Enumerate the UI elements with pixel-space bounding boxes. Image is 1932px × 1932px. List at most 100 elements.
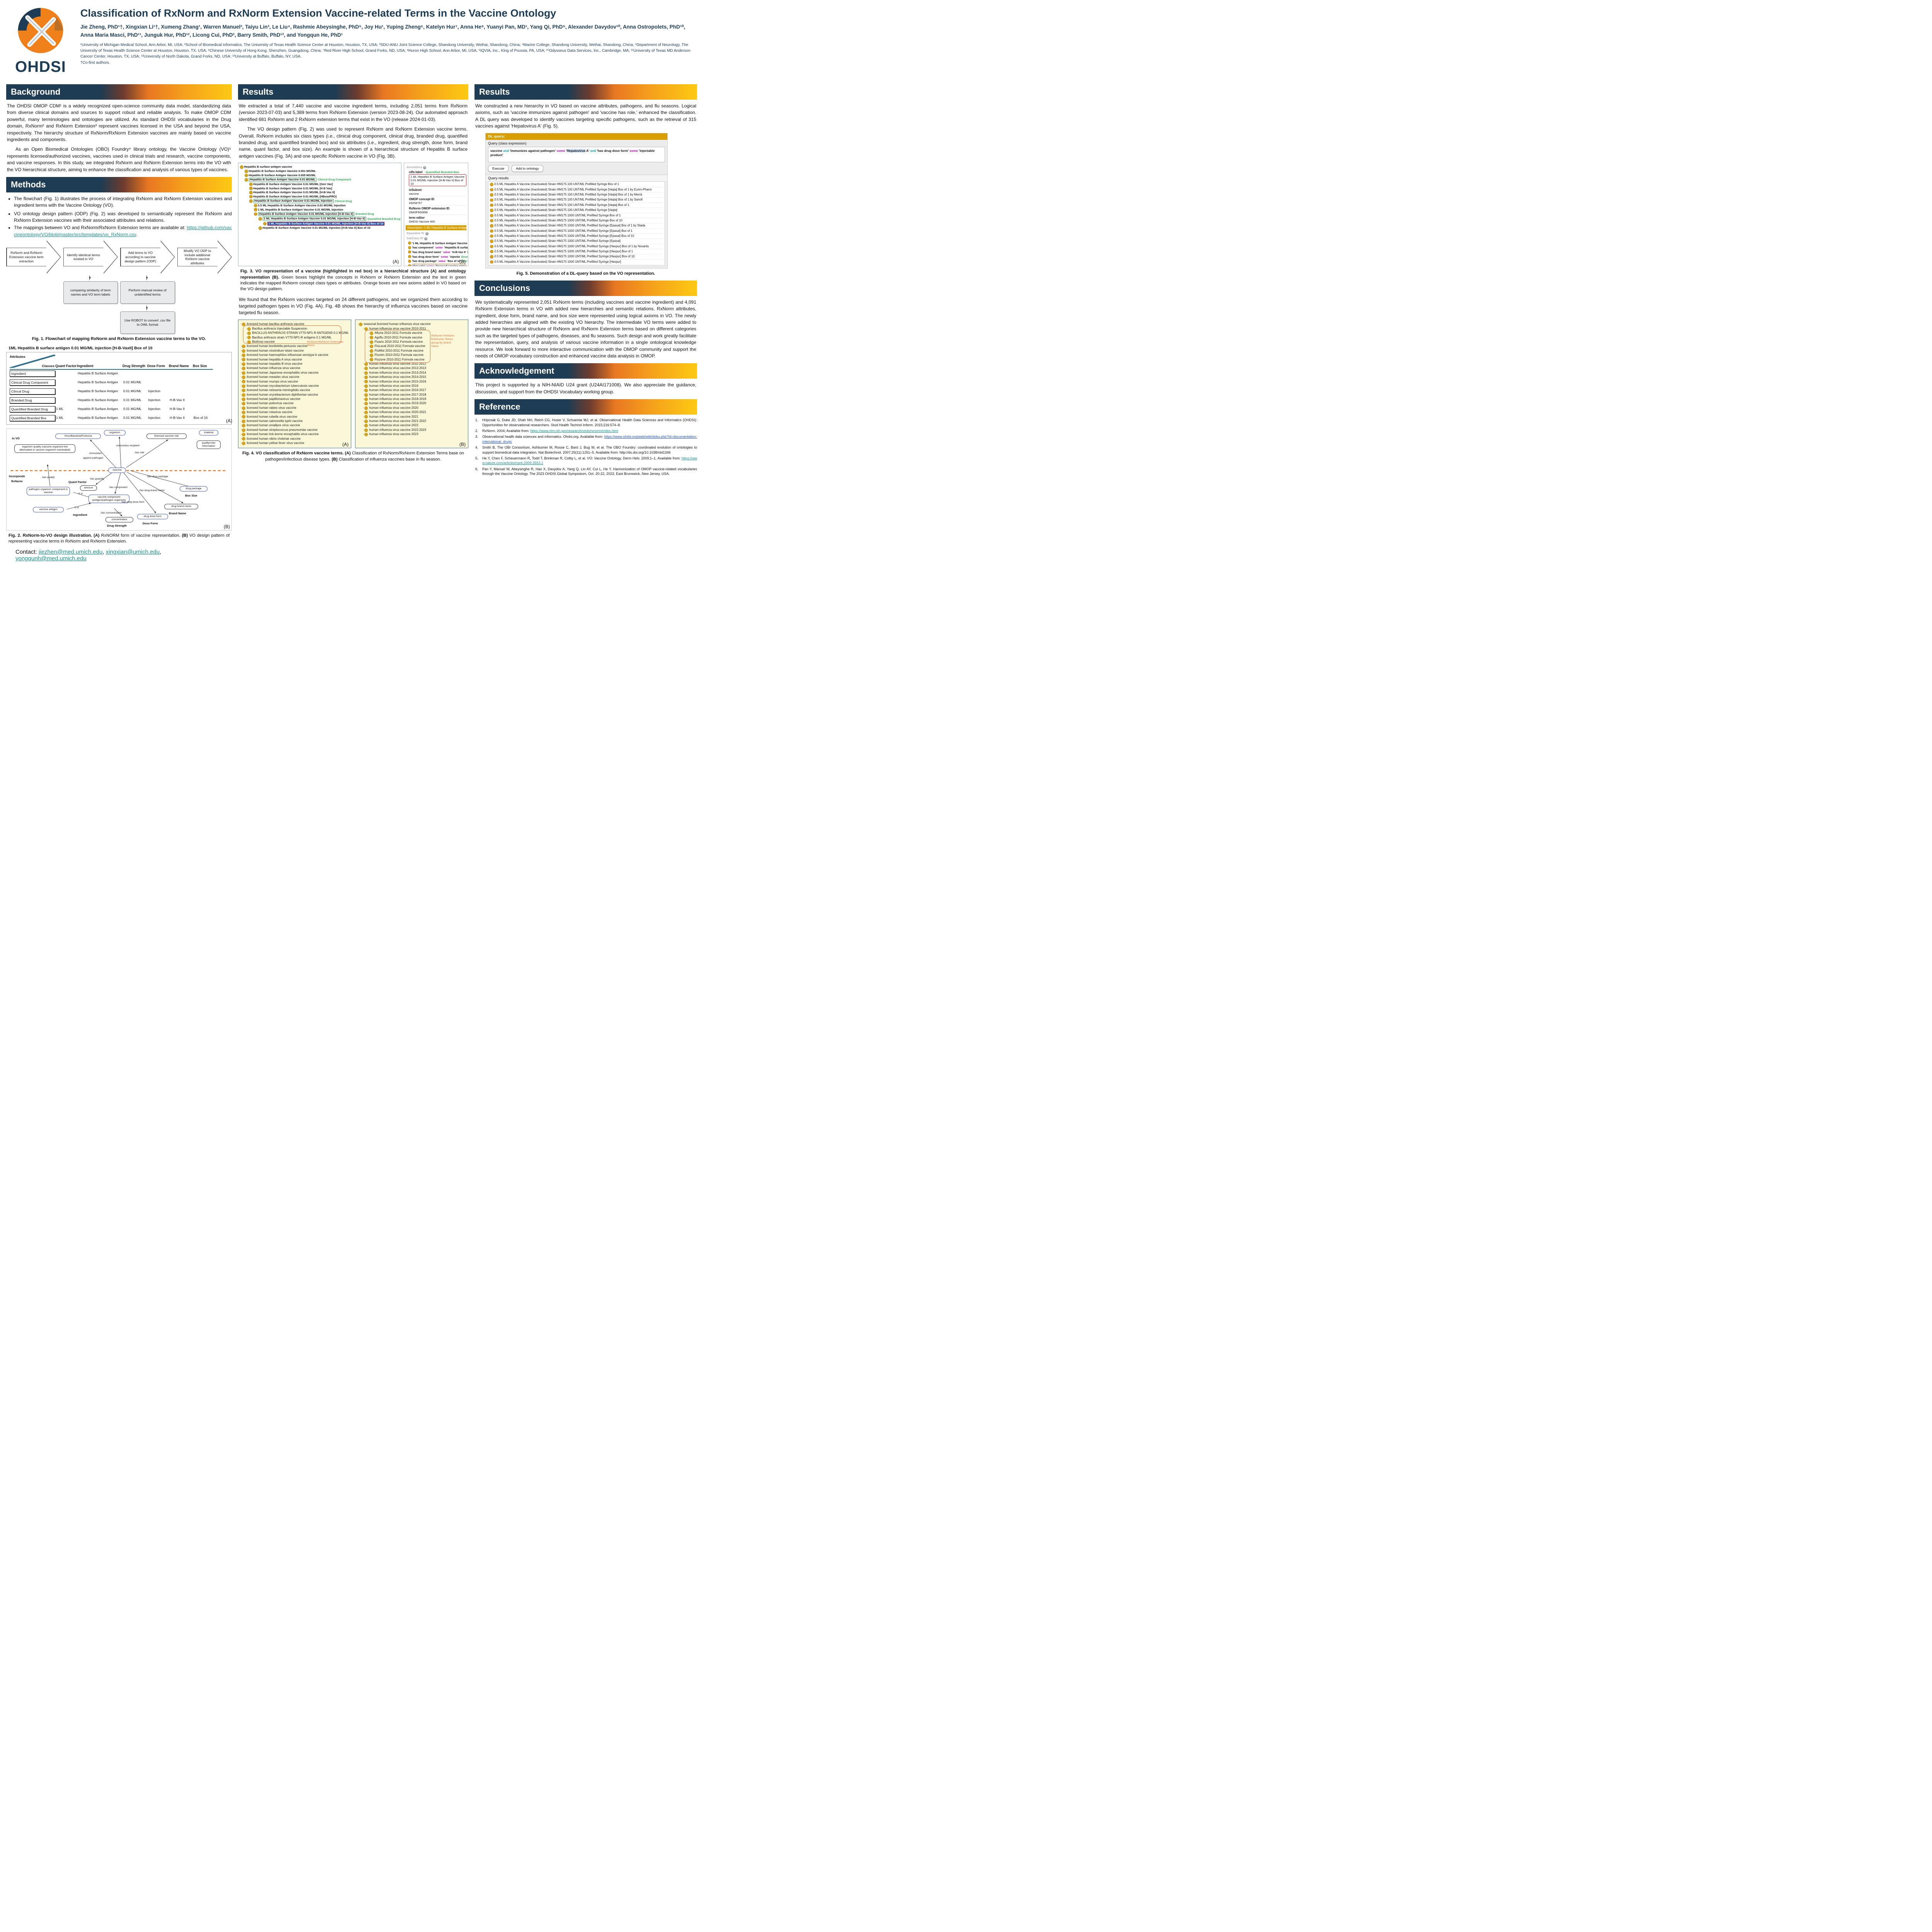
connector-down-icon: ▼ bbox=[120, 274, 175, 281]
query-result-row: 0.5 ML Hepatitis A Vaccine (Inactivated)… bbox=[490, 192, 663, 198]
reference-link[interactable]: https://www.ohdsi.org/web/wiki/doku.php?… bbox=[482, 435, 697, 444]
list-item: › licensed human bordetella pertussis va… bbox=[241, 345, 349, 349]
add-to-ontology-button[interactable]: Add to ontology bbox=[512, 165, 543, 172]
tree-label: Hepatitis B Surface Antigen Vaccine 0.01… bbox=[248, 178, 317, 182]
list-item: › licensed human haemophilus influenzae … bbox=[241, 354, 349, 357]
list-item-label: Fluzone 2010-2011 Formula vaccine bbox=[374, 357, 425, 361]
class-icon bbox=[242, 424, 246, 428]
fig2a-row-label: Ingredient bbox=[10, 371, 55, 377]
flowchart-arrow-step: Modify VO ODP to include additional RxNo… bbox=[177, 240, 232, 274]
class-icon bbox=[245, 178, 248, 182]
query-result-row: 0.5 ML Hepatitis A Vaccine (Inactivated)… bbox=[490, 229, 663, 234]
fig4b-flu-season-list: › seasonal licensed human influenza viru… bbox=[355, 319, 468, 449]
ohdsi-logo-icon bbox=[18, 8, 63, 53]
annotation-value: OMOP560896 bbox=[409, 211, 466, 215]
class-icon bbox=[490, 250, 493, 253]
list-item: › human influenza virus vaccine 2022-202… bbox=[363, 428, 466, 432]
list-item: › human influenza virus vaccine 2015-201… bbox=[363, 380, 466, 384]
list-item: › licensed human tick-borne encephalitis… bbox=[241, 433, 349, 437]
fig2a-col-boxsize: Box Size bbox=[193, 364, 207, 368]
diagram-edge-label: Incorporate bbox=[9, 474, 25, 478]
list-item: › human influenza virus vaccine 2017-201… bbox=[363, 393, 466, 397]
fig2a-row-label: Quantified Branded Drug bbox=[10, 406, 55, 413]
fig2a-classes-label: Classes bbox=[42, 364, 55, 368]
list-item: › licensed human streptococcus pneumonia… bbox=[241, 428, 349, 432]
list-item-label: licensed human yellow fever virus vaccin… bbox=[247, 441, 304, 445]
email-link[interactable]: xingxian@umich.edu bbox=[105, 548, 160, 555]
fig2a-cell-ingredient: Hepatitis B Surface Antigen bbox=[78, 380, 118, 384]
chevron-right-icon: › bbox=[241, 362, 242, 366]
list-item-label: human influenza virus vaccine 2022-2023 bbox=[369, 428, 426, 432]
class-icon bbox=[408, 246, 412, 249]
contact-line: Contact: jiezhen@med.umich.edu, xingxian… bbox=[15, 549, 232, 562]
class-icon bbox=[364, 428, 368, 432]
tree-row: Hepatitis B Surface Antigen Vaccine 0.01… bbox=[249, 195, 400, 199]
query-expression-input[interactable]: vaccine and 'immunizes against pathogen'… bbox=[488, 146, 665, 162]
reference-item: 3. Observational health data sciences an… bbox=[475, 434, 697, 444]
list-item-label: licensed human bacillus anthracis vaccin… bbox=[247, 322, 304, 326]
query-result-text: 0.5 ML Hepatitis A Vaccine (Inactivated)… bbox=[494, 218, 622, 222]
fig2a-cell-quant: 1 ML bbox=[56, 416, 64, 420]
background-paragraph-1: The OHDSI OMOP CDM¹ is a widely recogniz… bbox=[7, 103, 231, 142]
tree-label: Hepatitis B surface antigen vaccine bbox=[244, 165, 292, 169]
class-icon bbox=[242, 411, 246, 415]
list-item-label: human influenza virus vaccine 2023 bbox=[369, 432, 418, 436]
fig2a-cell-strength: 0.01 MG/ML bbox=[123, 398, 142, 402]
axiom-text: 'has component' some 'Hepatitis B surfac… bbox=[412, 246, 468, 250]
axiom-text: '1 ML Hepatitis B Surface Antigen Vaccin… bbox=[412, 241, 468, 245]
axiom-row: 'has drug brand name' value 'H-B-Vax II'… bbox=[408, 250, 468, 254]
annotation-row: RxNorm OMOP extension ID OMOP560896 bbox=[406, 207, 466, 215]
execute-button[interactable]: Execute bbox=[488, 165, 509, 172]
chevron-right-icon: › bbox=[241, 402, 242, 405]
annotation-row: term editor OHDSI Vaccine WG bbox=[406, 216, 466, 224]
fig2a-cell-brand: H-B-Vax II bbox=[170, 398, 185, 402]
tree-row: 1 ML Hepatitis B Surface Antigen Vaccine… bbox=[263, 221, 400, 226]
class-icon bbox=[408, 264, 412, 266]
list-item: › Fluzone 2010-2011 Formula vaccine bbox=[369, 357, 466, 362]
tree-label: Hepatitis B Surface Antigen Vaccine 0.01… bbox=[262, 226, 371, 230]
query-result-text: 0.5 ML Hepatitis A Vaccine (Inactivated)… bbox=[494, 255, 635, 259]
class-icon bbox=[242, 358, 246, 362]
reference-link[interactable]: https://www.nature.com/articles/npre.200… bbox=[482, 456, 697, 465]
chevron-right-icon: › bbox=[363, 384, 364, 388]
contact-emails: jiezhen@med.umich.edu, xingxian@umich.ed… bbox=[15, 549, 161, 562]
email-link[interactable]: jiezhen@med.umich.edu bbox=[39, 548, 103, 555]
list-item-label: human influenza virus vaccine 2013-2014 bbox=[369, 371, 426, 374]
list-item-label: licensed human mumps virus vaccine bbox=[247, 379, 298, 383]
results-mid-paragraph-1: We extracted a total of 7,440 vaccine an… bbox=[239, 103, 468, 122]
annotation-row: rdfs:label Quantified Branded Box 1 ML He… bbox=[406, 170, 466, 187]
ohdsi-logo: OHDSI bbox=[8, 5, 73, 76]
acknowledgement-paragraph: This project is supported by a NIH-NIAID… bbox=[475, 382, 696, 395]
chevron-right-icon: › bbox=[246, 327, 247, 330]
list-item-label: human influenza virus vaccine 2016-2017 bbox=[369, 388, 426, 392]
class-icon bbox=[242, 353, 246, 357]
annotations-section-label: Annotations + bbox=[406, 165, 427, 170]
email-link[interactable]: yongqunh@med.umich.edu bbox=[15, 555, 87, 562]
github-mapping-link[interactable]: https://github.com/vaccineontology/VO/bl… bbox=[14, 225, 232, 237]
ohdsi-logo-text: OHDSI bbox=[15, 58, 66, 75]
fig2a-cell-strength: 0.01 MG/ML bbox=[123, 380, 142, 384]
dl-query-title-bar: DL query: bbox=[486, 133, 667, 140]
connector-down-icon: ▼ bbox=[120, 304, 175, 311]
class-icon bbox=[242, 397, 246, 401]
diagram-edge-label: Drug Strength bbox=[107, 524, 127, 528]
diagram-edge-label: against pathogen bbox=[83, 457, 104, 460]
axiom-row: 'has drug package' value 'Box of 10' Box… bbox=[408, 259, 468, 263]
column-middle: Results We extracted a total of 7,440 va… bbox=[238, 80, 468, 466]
list-item: › human influenza virus vaccine 2018-201… bbox=[363, 397, 466, 401]
fig2a-cell-brand: H-B-Vax II bbox=[170, 407, 185, 411]
fig2a-cell-quant bbox=[55, 388, 77, 395]
class-icon bbox=[364, 389, 368, 393]
chevron-right-icon: › bbox=[241, 415, 242, 418]
class-icon bbox=[364, 433, 368, 437]
query-result-row: 0.5 ML Hepatitis A Vaccine (Inactivated)… bbox=[490, 234, 663, 239]
chevron-right-icon: › bbox=[241, 433, 242, 436]
fig4-caption: Fig. 4. VO classification of RxNorm vacc… bbox=[240, 451, 466, 463]
list-item: › licensed human smallpox virus vaccine bbox=[241, 424, 349, 428]
diagram-node: licensed vaccine role bbox=[146, 434, 187, 439]
plus-icon: + bbox=[424, 237, 427, 241]
chevron-right-icon: › bbox=[358, 323, 359, 326]
tree-row: Hepatitis B Surface Antigen Vaccine 0.01… bbox=[249, 182, 400, 186]
email-separator: , bbox=[102, 548, 106, 555]
reference-link[interactable]: https://www.nlm.nih.gov/research/umls/rx… bbox=[530, 429, 618, 433]
